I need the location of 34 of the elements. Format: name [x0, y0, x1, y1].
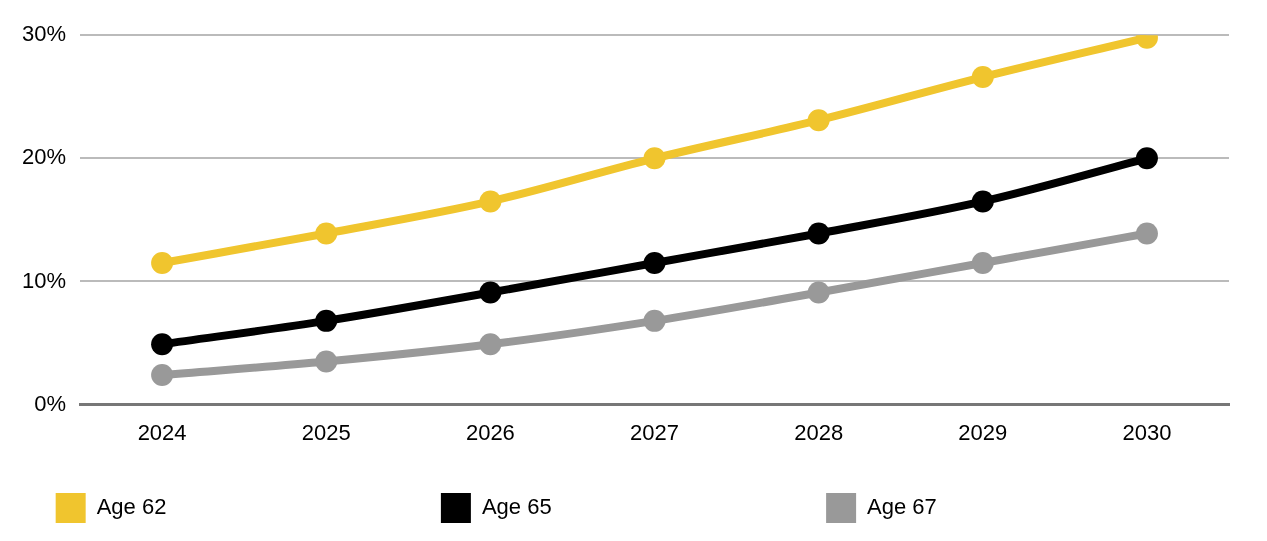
point — [479, 190, 502, 213]
x-tick-label: 2030 — [1122, 419, 1172, 445]
point — [315, 350, 338, 373]
y-tick-label: 20% — [21, 144, 67, 170]
point — [971, 66, 994, 89]
point — [971, 252, 994, 274]
point — [315, 222, 338, 245]
point — [807, 109, 830, 132]
point — [971, 190, 994, 213]
x-tick-label: 2029 — [958, 419, 1008, 445]
point — [1135, 147, 1158, 170]
legend-label: Age 62 — [96, 494, 411, 520]
x-tick-label: 2024 — [137, 419, 187, 445]
point — [151, 333, 174, 356]
point — [479, 333, 502, 356]
y-tick-label: 10% — [21, 267, 67, 293]
point — [643, 309, 666, 332]
legend-label: Age 67 — [867, 494, 1182, 520]
x-tick-label: 2027 — [630, 419, 679, 445]
point — [315, 309, 338, 332]
point — [807, 222, 830, 245]
point — [151, 364, 174, 387]
legend-label: Age 65 — [481, 494, 797, 520]
point — [1135, 222, 1158, 245]
point — [807, 281, 830, 304]
x-tick-label: 2026 — [465, 419, 515, 445]
point — [643, 252, 666, 274]
point — [643, 147, 666, 170]
point — [151, 252, 174, 274]
y-tick-label: 0% — [34, 390, 67, 416]
point — [479, 281, 502, 304]
x-tick-label: 2028 — [794, 419, 844, 445]
y-tick-label: 30% — [21, 21, 67, 47]
x-tick-label: 2025 — [301, 419, 351, 445]
